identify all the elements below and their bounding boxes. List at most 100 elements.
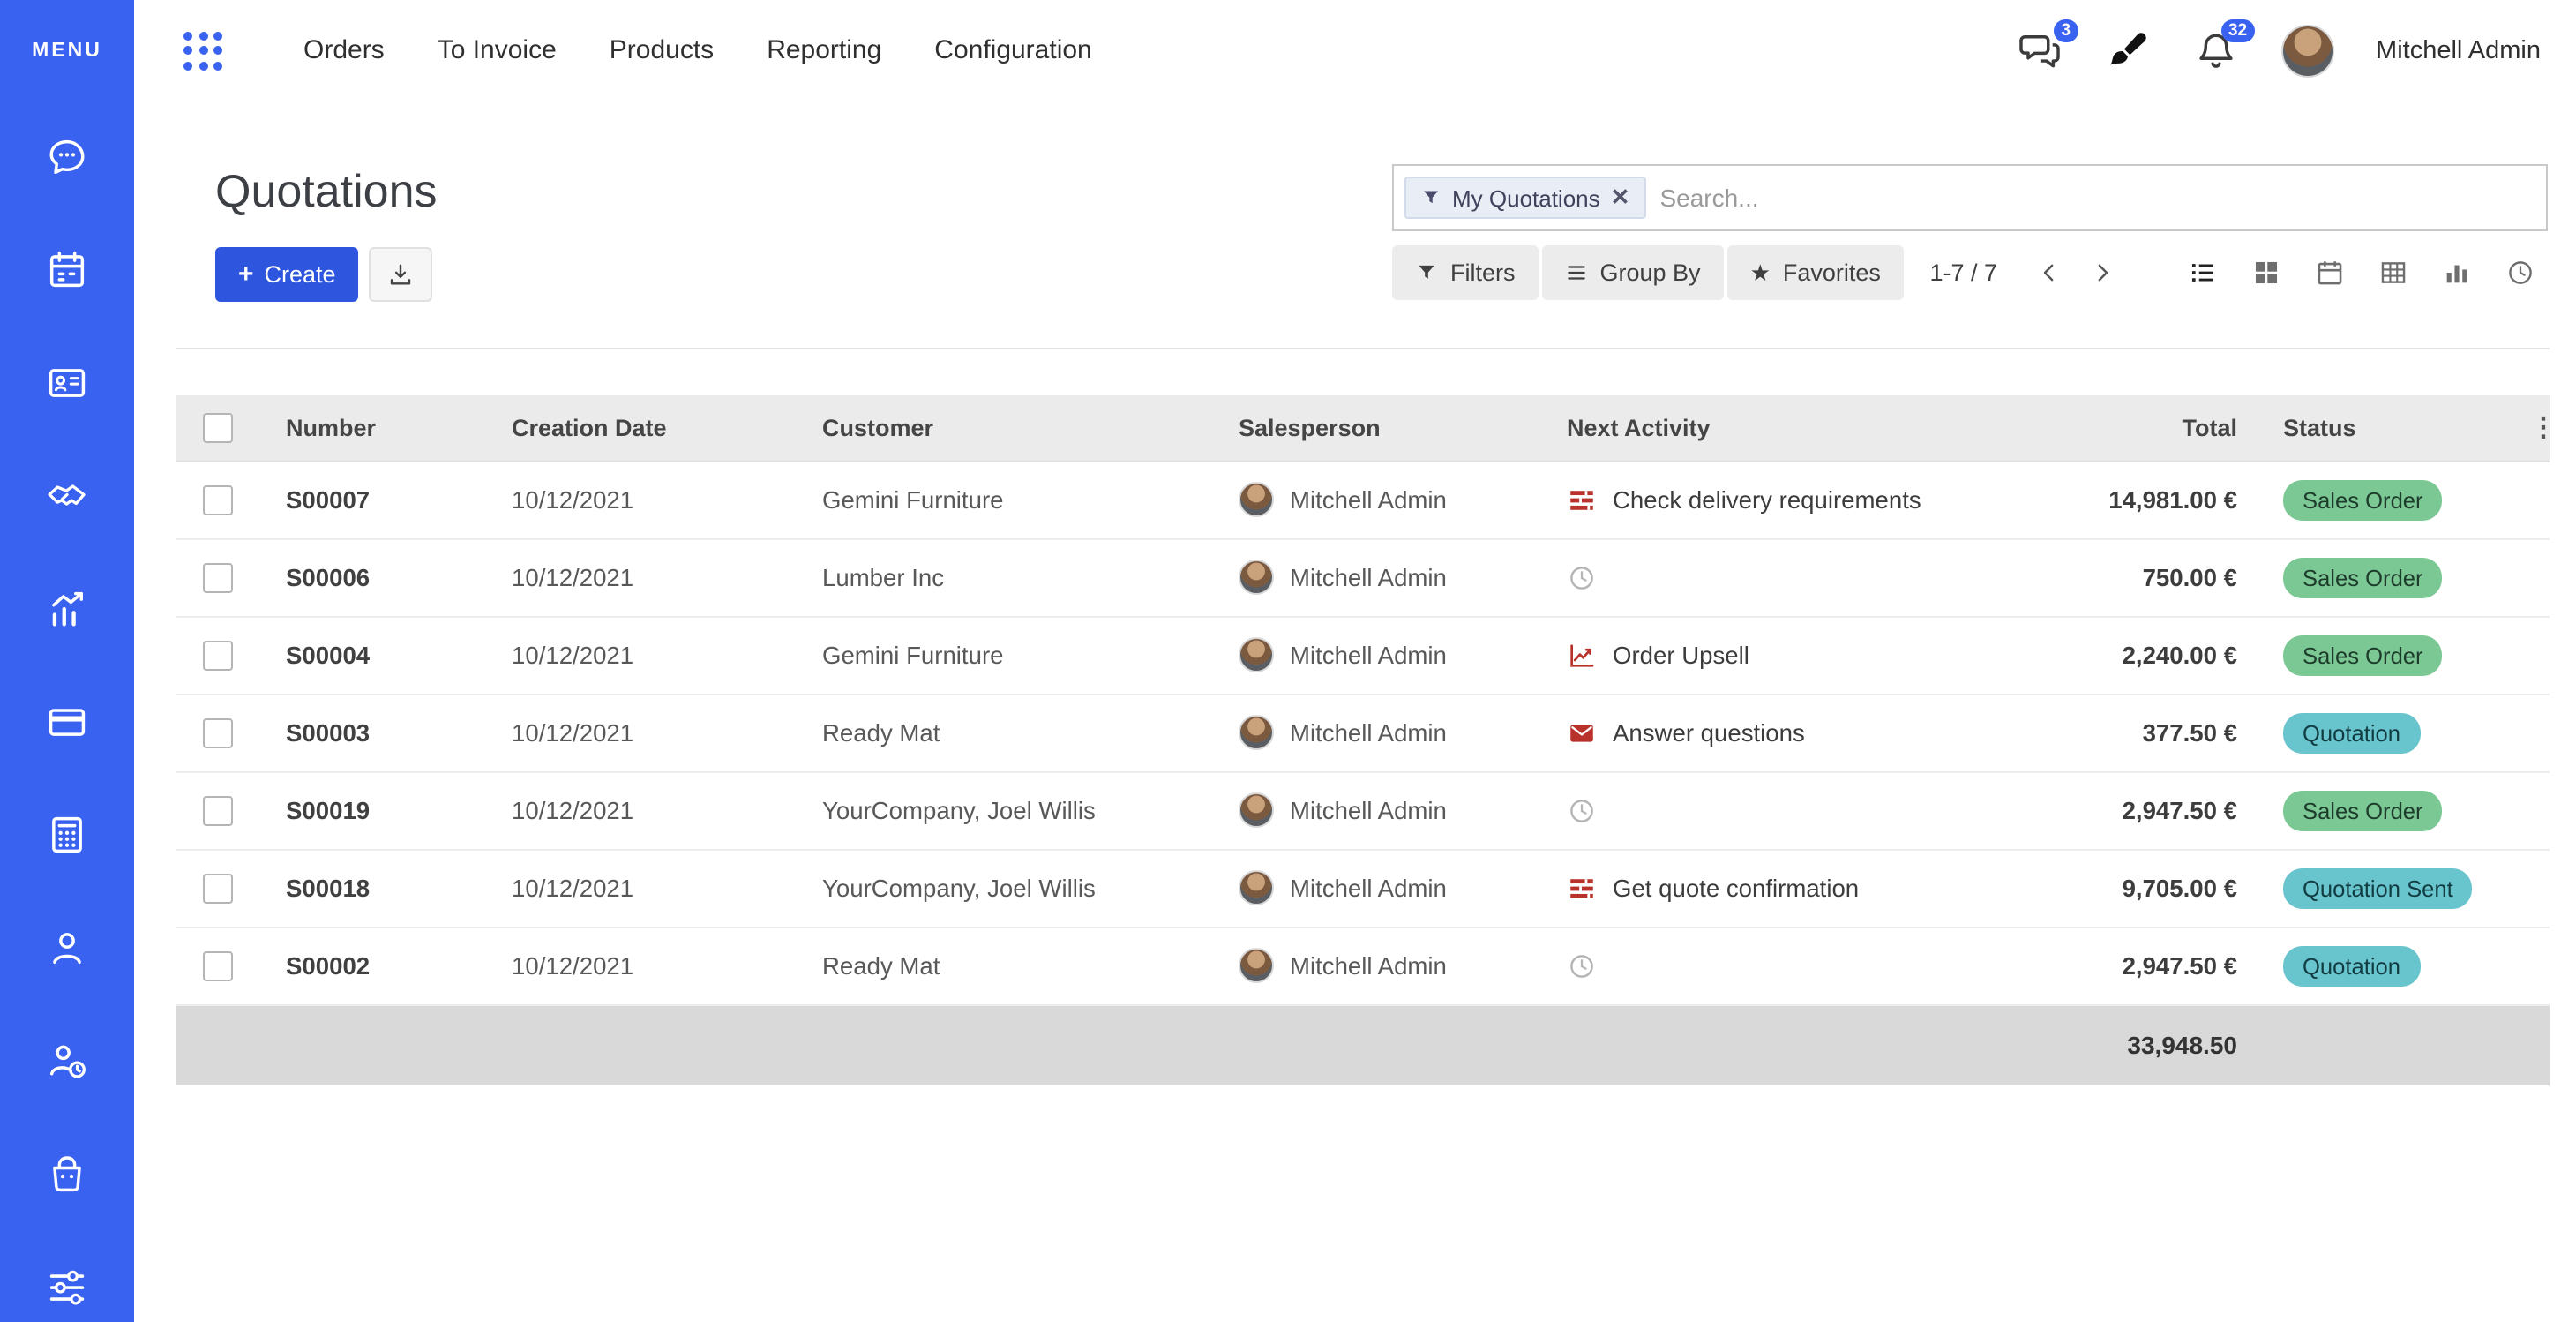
sidebar-item-contacts[interactable] [0, 327, 134, 439]
nav-products[interactable]: Products [609, 35, 715, 65]
column-header-salesperson[interactable]: Salesperson [1214, 395, 1542, 462]
total-amount: 2,947.50 € [2018, 927, 2258, 1005]
pager-previous-button[interactable] [2022, 246, 2075, 299]
quotation-number: S00003 [261, 694, 487, 772]
quotation-number: S00018 [261, 849, 487, 928]
user-name[interactable]: Mitchell Admin [2376, 36, 2541, 64]
nav-to-invoice[interactable]: To Invoice [437, 35, 557, 65]
line-chart-activity-icon[interactable] [1567, 640, 1597, 670]
sidebar-item-sales[interactable] [0, 552, 134, 665]
create-button[interactable]: + Create [215, 247, 359, 302]
search-facet[interactable]: My Quotations ✕ [1404, 177, 1646, 219]
messages-badge: 3 [2054, 19, 2078, 42]
search-bar[interactable]: My Quotations ✕ [1392, 164, 2548, 231]
salesperson-avatar [1239, 637, 1274, 672]
sidebar-item-calendar[interactable] [0, 214, 134, 327]
column-header-creation-date[interactable]: Creation Date [487, 395, 798, 462]
sidebar-item-point-of-sale[interactable] [0, 665, 134, 778]
menu-label[interactable]: MENU [32, 40, 102, 61]
column-header-number[interactable]: Number [261, 395, 487, 462]
optional-columns-icon[interactable]: ⋮ [2530, 413, 2557, 444]
export-button[interactable] [369, 247, 433, 302]
paintbrush-icon[interactable] [2104, 27, 2150, 73]
sliders-icon [44, 1264, 90, 1310]
calendar-view-button[interactable] [2301, 246, 2357, 299]
chevron-right-icon [2088, 259, 2115, 286]
row-checkbox[interactable] [203, 562, 233, 592]
credit-card-icon [44, 699, 90, 745]
salesperson-name: Mitchell Admin [1290, 719, 1447, 746]
total-amount: 2,240.00 € [2018, 616, 2258, 695]
footer-total: 33,948.50 [2018, 1004, 2258, 1085]
row-checkbox[interactable] [203, 950, 233, 980]
creation-date: 10/12/2021 [487, 849, 798, 928]
contact-card-icon [44, 360, 90, 406]
clock-activity-icon[interactable] [1567, 795, 1597, 825]
person-clock-icon [44, 1038, 90, 1084]
envelope-activity-icon[interactable] [1567, 717, 1597, 747]
clock-activity-icon[interactable] [1567, 562, 1597, 592]
activity-label: Answer questions [1613, 719, 1805, 746]
page-title: Quotations [215, 164, 438, 217]
table-row[interactable]: S00002 10/12/2021 Ready Mat Mitchell Adm… [176, 927, 2550, 1005]
kanban-view-button[interactable] [2237, 246, 2294, 299]
salesperson-name: Mitchell Admin [1290, 952, 1447, 979]
row-checkbox[interactable] [203, 640, 233, 670]
table-row[interactable]: S00004 10/12/2021 Gemini Furniture Mitch… [176, 616, 2550, 695]
favorites-button[interactable]: ★ Favorites [1726, 245, 1904, 300]
status-badge: Sales Order [2283, 635, 2443, 675]
column-header-customer[interactable]: Customer [798, 395, 1214, 462]
sidebar-item-purchase[interactable] [0, 1117, 134, 1230]
sidebar-item-attendances[interactable] [0, 1004, 134, 1117]
search-input[interactable] [1659, 184, 2532, 212]
table-row[interactable]: S00003 10/12/2021 Ready Mat Mitchell Adm… [176, 694, 2550, 772]
select-all-checkbox[interactable] [203, 412, 233, 443]
clock-activity-icon[interactable] [1567, 950, 1597, 980]
row-checkbox[interactable] [203, 484, 233, 515]
table-row[interactable]: S00019 10/12/2021 YourCompany, Joel Will… [176, 771, 2550, 850]
activity-label: Order Upsell [1613, 642, 1749, 668]
user-avatar[interactable] [2280, 24, 2334, 77]
row-checkbox[interactable] [203, 795, 233, 825]
notifications-bell-icon[interactable]: 32 [2192, 19, 2255, 73]
table-header-row: Number Creation Date Customer Salesperso… [176, 395, 2557, 462]
group-by-button[interactable]: Group By [1541, 245, 1724, 300]
row-checkbox[interactable] [203, 873, 233, 903]
sidebar-item-settings[interactable] [0, 1230, 134, 1322]
sidebar-item-accounting[interactable] [0, 778, 134, 891]
column-header-next-activity[interactable]: Next Activity [1542, 395, 2018, 462]
tasks-activity-icon[interactable] [1567, 484, 1597, 515]
tasks-activity-icon[interactable] [1567, 873, 1597, 903]
chat-icon [44, 134, 90, 180]
control-panel-divider [176, 348, 2550, 349]
sidebar-item-discuss[interactable] [0, 101, 134, 214]
group-by-icon [1565, 261, 1588, 284]
pager-next-button[interactable] [2075, 246, 2128, 299]
pivot-view-button[interactable] [2364, 246, 2421, 299]
status-badge: Quotation [2283, 945, 2420, 986]
salesperson-name: Mitchell Admin [1290, 642, 1447, 668]
creation-date: 10/12/2021 [487, 461, 798, 539]
table-row[interactable]: S00018 10/12/2021 YourCompany, Joel Will… [176, 849, 2550, 928]
facet-remove-icon[interactable]: ✕ [1610, 184, 1630, 210]
activity-view-button[interactable] [2491, 246, 2548, 299]
messages-icon[interactable]: 3 [2016, 19, 2078, 73]
column-header-status[interactable]: Status [2258, 395, 2505, 462]
nav-reporting[interactable]: Reporting [767, 35, 882, 65]
row-checkbox[interactable] [203, 717, 233, 747]
status-badge: Quotation [2283, 712, 2420, 753]
sidebar-item-crm[interactable] [0, 439, 134, 552]
total-amount: 2,947.50 € [2018, 771, 2258, 850]
table-row[interactable]: S00006 10/12/2021 Lumber Inc Mitchell Ad… [176, 538, 2550, 617]
graph-view-button[interactable] [2428, 246, 2484, 299]
column-header-total[interactable]: Total [2018, 395, 2258, 462]
nav-orders[interactable]: Orders [303, 35, 385, 65]
table-row[interactable]: S00007 10/12/2021 Gemini Furniture Mitch… [176, 461, 2550, 539]
sidebar-item-employees[interactable] [0, 891, 134, 1004]
list-view-button[interactable] [2174, 246, 2230, 299]
nav-configuration[interactable]: Configuration [934, 35, 1092, 65]
filters-button[interactable]: Filters [1392, 245, 1539, 300]
apps-menu-icon[interactable] [183, 31, 222, 70]
customer-name: Ready Mat [798, 694, 1214, 772]
